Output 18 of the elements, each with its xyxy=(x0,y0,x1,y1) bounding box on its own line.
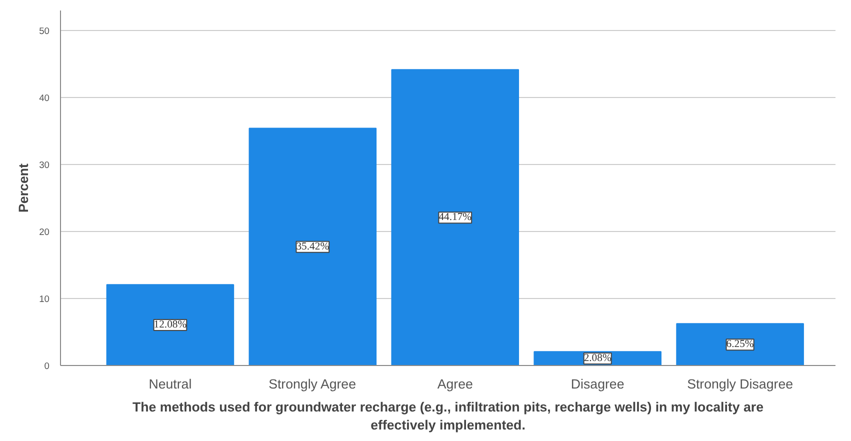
y-tick-label: 20 xyxy=(39,227,50,238)
y-axis-title: Percent xyxy=(16,162,32,212)
y-tick-label: 10 xyxy=(39,294,50,304)
bar xyxy=(391,69,520,366)
x-tick-label: Agree xyxy=(437,376,473,392)
x-tick-label: Strongly Disagree xyxy=(687,376,794,392)
data-label: 6.25% xyxy=(726,339,754,350)
bar xyxy=(676,323,804,366)
x-tick-label: Neutral xyxy=(148,376,192,392)
bar xyxy=(106,284,234,366)
x-tick-label: Strongly Agree xyxy=(268,376,356,392)
x-axis-title: The methods used for groundwater recharge (e.g., infiltration pits, recharge wells) in my locality are effectively implemented. xyxy=(132,400,764,432)
bar xyxy=(248,128,377,366)
y-tick-label: 0 xyxy=(44,361,50,371)
x-tick-label: Disagree xyxy=(570,376,624,392)
y-tick-label: 30 xyxy=(39,160,50,170)
y-tick-label: 40 xyxy=(39,93,50,104)
y-tick-label: 50 xyxy=(39,26,50,36)
